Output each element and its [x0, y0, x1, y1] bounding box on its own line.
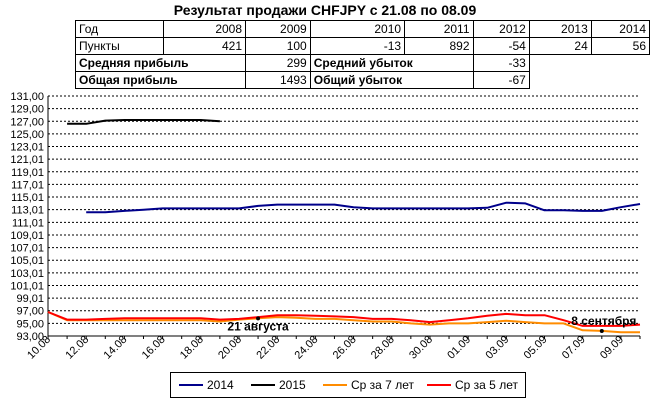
legend-label: Ср за 5 лет — [455, 378, 518, 392]
y-tick-label: 115,01 — [11, 192, 44, 204]
x-axis-ticks: 10.08 12.08 14.08 16.08 18.08 20.08 22.08 24.08… — [25, 334, 641, 362]
y-tick-label: 129,00 — [10, 104, 44, 116]
legend-label: 2014 — [207, 378, 234, 392]
y-axis-ticks: 93,0095,0097,0099,01101,01103,01105,0110… — [10, 91, 44, 343]
year-cell: 2014 — [590, 20, 650, 38]
annotation-marker — [256, 316, 261, 321]
total-loss-label: Общий убыток — [309, 71, 474, 89]
line-chart: 93,0095,0097,0099,01101,01103,01105,0110… — [10, 91, 641, 362]
annotation-label: 21 августа — [227, 319, 289, 333]
annotation-marker — [599, 328, 604, 333]
y-tick-label: 117,01 — [11, 179, 44, 191]
avg-loss-value: -33 — [472, 54, 530, 72]
stats-row-years: Год 2008 2009 2010 2011 2012 2013 2014 — [74, 20, 650, 38]
points-cell: 56 — [590, 37, 650, 55]
axes — [47, 96, 640, 337]
series-line-0 — [86, 201, 641, 214]
stats-row-points: Пункты 421 100 -13 892 -54 24 56 — [74, 37, 650, 55]
stats-row-total: Общая прибыль 1493 Общий убыток -67 — [74, 71, 650, 89]
y-tick-label: 131,00 — [10, 91, 44, 103]
y-tick-label: 121,01 — [10, 154, 44, 166]
annotations: 21 августа 8 сентября — [227, 314, 636, 333]
series-line-2 — [47, 311, 640, 334]
y-tick-label: 127,00 — [10, 116, 44, 128]
year-cell: 2012 — [472, 20, 530, 38]
legend-label: 2015 — [279, 378, 306, 392]
stats-row-avg: Средняя прибыль 299 Средний убыток -33 — [74, 54, 650, 72]
legend-swatch — [179, 383, 203, 386]
stats-table: Год 2008 2009 2010 2011 2012 2013 2014 П… — [74, 20, 650, 89]
grid — [48, 95, 640, 324]
series-lines — [47, 119, 641, 334]
points-cell: 24 — [528, 37, 592, 55]
total-loss-value: -67 — [472, 71, 530, 89]
legend-swatch — [251, 383, 275, 386]
y-tick-label: 93,00 — [16, 331, 44, 343]
y-tick-label: 99,01 — [16, 293, 44, 305]
legend-swatch — [427, 383, 451, 386]
legend-swatch — [323, 383, 347, 386]
y-tick-label: 111,01 — [12, 217, 44, 229]
y-tick-label: 123,01 — [10, 142, 44, 154]
y-tick-label: 109,01 — [10, 230, 44, 242]
legend-item-avg7: Ср за 7 лет — [323, 378, 414, 394]
points-label: Пункты — [74, 37, 165, 55]
series-line-3 — [47, 311, 641, 327]
y-tick-label: 119,01 — [11, 167, 44, 179]
y-tick-label: 105,01 — [10, 255, 44, 267]
legend-item-avg5: Ср за 5 лет — [427, 378, 518, 394]
annotation-label: 8 сентября — [571, 314, 636, 328]
chart-title: Результат продажи CHFJPY с 21.08 по 08.0… — [173, 2, 477, 18]
legend-item-2015: 2015 — [251, 378, 306, 394]
y-tick-label: 113,01 — [11, 205, 44, 217]
y-tick-label: 107,01 — [10, 243, 44, 255]
year-cell: 2008 — [163, 20, 247, 38]
y-tick-label: 101,01 — [10, 280, 44, 292]
series-line-1 — [67, 119, 220, 125]
legend-item-2014: 2014 — [179, 378, 234, 394]
y-tick-label: 103,01 — [10, 268, 44, 280]
legend-label: Ср за 7 лет — [351, 378, 414, 392]
legend: 2014 2015 Ср за 7 лет Ср за 5 лет — [170, 372, 526, 398]
y-tick-label: 97,00 — [16, 306, 44, 318]
total-profit-label: Общая прибыль — [74, 71, 247, 89]
y-tick-label: 125,00 — [10, 129, 44, 141]
total-profit-value: 1493 — [245, 71, 311, 89]
y-tick-label: 95,00 — [16, 318, 44, 330]
